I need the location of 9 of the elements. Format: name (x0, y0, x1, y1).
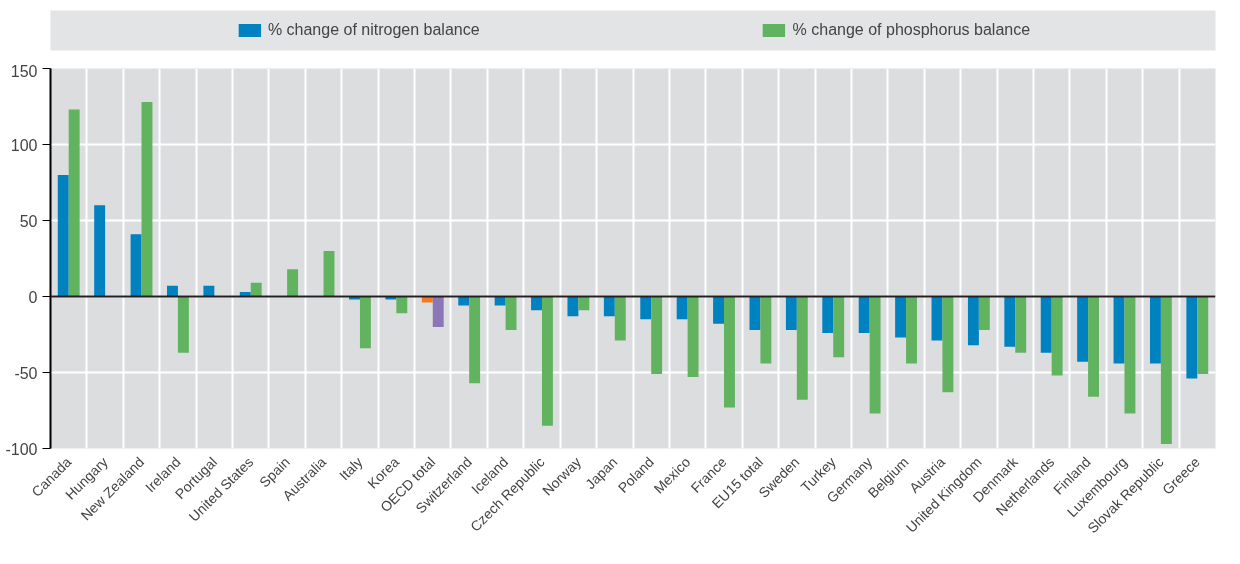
y-tick-label: 150 (10, 62, 38, 80)
x-tick-label: Italy (336, 453, 366, 484)
y-tick-label: -100 (5, 440, 38, 458)
y-tick-label: -50 (14, 364, 38, 382)
y-tick-label: 100 (10, 136, 38, 154)
y-tick-label: 0 (28, 288, 38, 306)
y-tick-label: 50 (19, 212, 38, 230)
legend-label: % change of nitrogen balance (267, 21, 480, 39)
legend-label: % change of phosphorus balance (792, 21, 1031, 39)
